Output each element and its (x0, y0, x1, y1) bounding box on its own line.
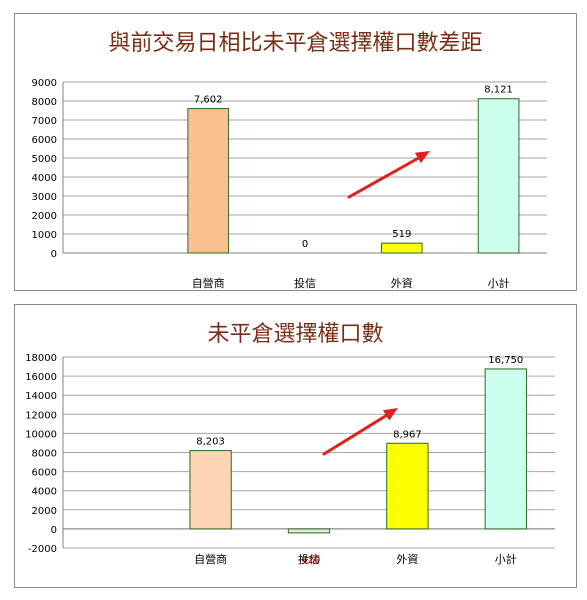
y-tick-label: 8000 (32, 449, 57, 460)
y-tick-label: 14000 (25, 391, 57, 402)
y-tick-label: 6000 (32, 468, 57, 479)
bar (484, 368, 527, 530)
bar (380, 242, 423, 254)
data-label: 519 (392, 229, 411, 240)
y-tick-label: -2000 (28, 544, 57, 555)
y-tick-label: 16000 (25, 372, 57, 383)
chart-panel-difference: 與前交易日相比未平倉選擇權口數差距 0 1000 2000 3000 4000 5000 6… (14, 13, 577, 291)
y-tick-label: 2000 (32, 211, 57, 222)
y-tick-label: 10000 (25, 429, 57, 440)
data-label: -420 (298, 555, 321, 566)
category-label: 外資 (391, 277, 413, 290)
y-tick-label: 4000 (32, 173, 57, 184)
data-label: 8,121 (484, 85, 513, 96)
category-label: 外資 (396, 553, 418, 566)
bar (386, 442, 429, 530)
y-tick-label: 5000 (32, 154, 57, 165)
chart-panel-open-interest: 未平倉選擇權口數 -2000 0 2000 4000 6000 8000 10000 1200… (14, 304, 577, 588)
y-tick-label: 12000 (25, 410, 57, 421)
data-label: 8,967 (393, 429, 422, 440)
arrow-shaft (347, 153, 426, 199)
y-tick-label: 0 (51, 249, 57, 260)
data-label: 16,750 (488, 355, 523, 366)
data-label: 7,602 (194, 95, 223, 106)
y-tick-label: 6000 (32, 135, 57, 146)
y-tick-label: 7000 (32, 116, 57, 127)
category-label: 投信 (294, 276, 316, 290)
data-label: 0 (302, 239, 308, 250)
bar-chart-open-interest: -2000 0 2000 4000 6000 8000 10000 12000 14000 160… (25, 353, 555, 566)
y-tick-label: 0 (51, 525, 57, 536)
category-label: 小計 (488, 276, 510, 290)
chart-title: 與前交易日相比未平倉選擇權口數差距 (108, 31, 483, 56)
arrow-shaft (322, 410, 394, 456)
y-tick-label: 18000 (25, 353, 57, 364)
y-tick-label: 8000 (32, 97, 57, 108)
bar (187, 108, 230, 254)
arrow-head (382, 408, 398, 421)
chart-title: 未平倉選擇權口數 (207, 322, 384, 347)
data-label: 8,203 (196, 437, 225, 448)
y-tick-label: 9000 (32, 78, 57, 89)
bar (477, 98, 520, 254)
bar (189, 450, 232, 530)
category-label: 自營商 (194, 552, 227, 566)
category-label: 投信 (298, 552, 320, 566)
bar-chart-difference: 0 1000 2000 3000 4000 5000 6000 7000 8000 9000 7,6… (32, 78, 547, 290)
bar (287, 528, 331, 534)
category-label: 小計 (495, 552, 517, 566)
arrow-head (414, 151, 430, 164)
y-tick-label: 1000 (32, 230, 57, 241)
category-label: 自營商 (192, 276, 225, 290)
y-tick-label: 4000 (32, 487, 57, 498)
y-tick-label: 2000 (32, 506, 57, 517)
y-tick-label: 3000 (32, 192, 57, 203)
